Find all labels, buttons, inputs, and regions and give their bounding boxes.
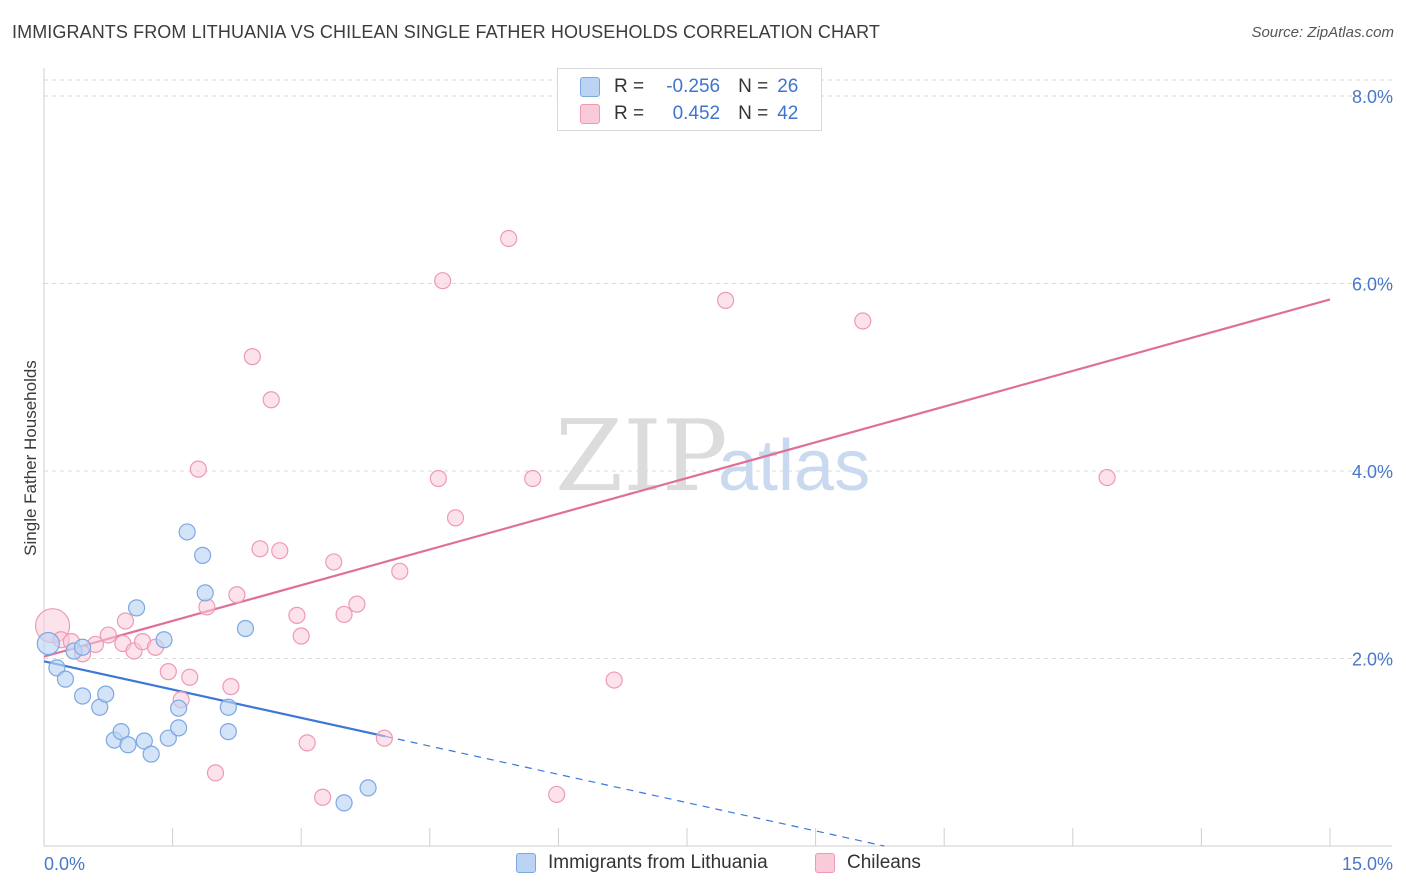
point-chileans (429, 469, 447, 488)
point-chileans (288, 606, 306, 624)
series-label-chileans: Chileans (847, 852, 921, 873)
point-lithuania (219, 723, 237, 741)
point-chileans (434, 272, 452, 290)
point-lithuania (178, 523, 196, 541)
point-chileans (298, 734, 316, 752)
point-lithuania (142, 745, 160, 763)
series-legend-lithuania[interactable]: Immigrants from Lithuania (516, 852, 768, 874)
point-lithuania (196, 584, 214, 602)
legend-n-value-lithuania: 26 (777, 76, 799, 97)
point-chileans (116, 612, 135, 630)
point-chileans (524, 469, 542, 488)
point-chileans (375, 729, 393, 747)
legend-row-lithuania: R = -0.256 N = 26 (580, 75, 798, 99)
point-chileans (181, 668, 199, 686)
y-axis-label: Single Father Households (21, 360, 40, 556)
point-chileans (159, 663, 177, 681)
point-chileans (854, 312, 872, 330)
point-lithuania (170, 719, 188, 737)
point-lithuania (73, 687, 92, 705)
point-chileans (325, 553, 343, 571)
series-legend: Immigrants from Lithuania Chileans (0, 852, 1406, 878)
y-tick-label: 4.0% (1352, 462, 1393, 482)
point-lithuania (236, 619, 255, 638)
legend-r-label: R = (614, 76, 645, 97)
data-points (34, 229, 1116, 812)
point-lithuania (73, 638, 92, 656)
series-swatch-chileans (815, 853, 835, 873)
point-chileans (262, 391, 280, 409)
y-tick-label: 6.0% (1352, 275, 1393, 295)
point-chileans (222, 678, 240, 696)
series-swatch-lithuania (516, 853, 536, 873)
legend-n-label: N = (738, 103, 769, 124)
legend-r-value-lithuania: -0.256 (666, 76, 721, 97)
legend-r-value-chileans: 0.452 (672, 103, 721, 124)
point-chileans (548, 785, 566, 804)
watermark: ZIP atlas (555, 400, 870, 514)
legend-swatch-lithuania (580, 77, 600, 97)
tick-labels: 2.0% 4.0% 6.0% 8.0% 0.0% 15.0% (44, 87, 1393, 874)
point-lithuania (127, 599, 146, 617)
point-chileans (206, 764, 225, 782)
x-tick-label: 15.0% (1342, 854, 1393, 874)
legend-r-label: R = (614, 103, 645, 124)
trend-line-lithuania (43, 660, 386, 738)
point-chileans (500, 229, 518, 248)
legend-row-chileans: R = 0.452 N = 42 (580, 102, 798, 126)
point-chileans (314, 788, 332, 806)
point-chileans (99, 626, 117, 644)
point-chileans (292, 627, 310, 645)
correlation-legend: R = -0.256 N = 26 R = 0.452 N = 42 (557, 68, 822, 131)
point-chileans (391, 562, 409, 580)
point-lithuania (170, 699, 188, 717)
y-tick-label: 8.0% (1352, 87, 1393, 107)
legend-n-label: N = (738, 76, 769, 97)
point-chileans (251, 540, 269, 558)
series-legend-chileans[interactable]: Chileans (815, 852, 921, 874)
point-lithuania (36, 631, 60, 656)
point-chileans (198, 598, 216, 616)
legend-n-value-chileans: 42 (777, 103, 799, 124)
point-lithuania (219, 698, 237, 716)
point-lithuania (335, 794, 353, 812)
point-chileans (716, 291, 735, 309)
point-lithuania (194, 546, 212, 564)
source-label: Source: ZipAtlas.com (1251, 24, 1394, 41)
point-chileans (228, 586, 246, 604)
series-label-lithuania: Immigrants from Lithuania (548, 852, 768, 873)
point-chileans (271, 542, 289, 560)
legend-swatch-chileans (580, 104, 600, 124)
trend-lines (43, 298, 1331, 847)
trend-line-chileans (43, 298, 1331, 658)
point-chileans (348, 595, 366, 613)
chart-title: IMMIGRANTS FROM LITHUANIA VS CHILEAN SIN… (12, 22, 881, 42)
point-chileans (243, 348, 261, 366)
point-lithuania (159, 729, 177, 747)
point-lithuania (155, 631, 173, 649)
point-lithuania (359, 779, 377, 797)
point-lithuania (97, 685, 115, 703)
point-lithuania (56, 670, 75, 688)
gridlines (44, 79, 1392, 659)
point-chileans (189, 460, 207, 478)
point-chileans (605, 671, 623, 689)
point-lithuania (119, 736, 137, 754)
x-tick-label: 0.0% (44, 854, 85, 874)
trend-line-lithuania-extrapolated (385, 735, 885, 847)
point-chileans (335, 605, 353, 624)
y-tick-label: 2.0% (1352, 650, 1393, 670)
point-chileans (1098, 468, 1116, 487)
watermark-atlas: atlas (718, 426, 870, 506)
point-chileans (446, 509, 465, 527)
axes (43, 68, 1392, 847)
watermark-zip: ZIP (555, 400, 728, 514)
